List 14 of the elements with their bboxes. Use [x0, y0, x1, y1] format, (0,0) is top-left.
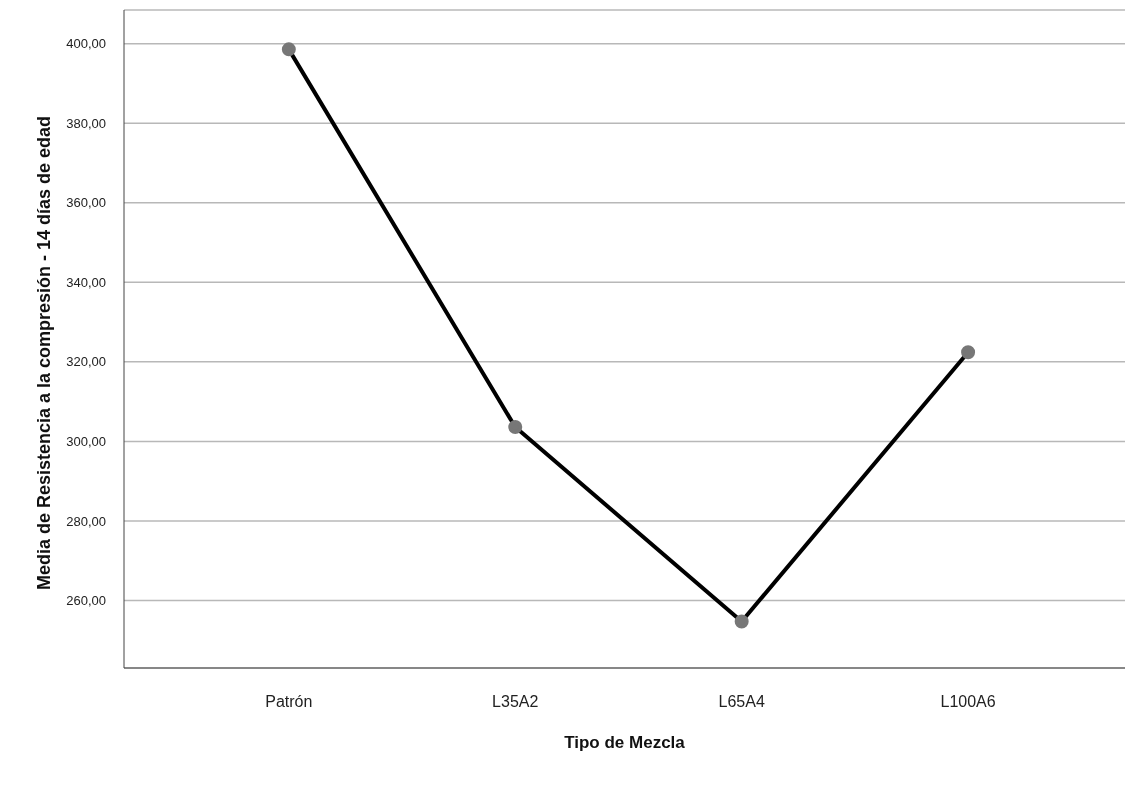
x-tick-label: L35A2 — [492, 693, 539, 711]
y-tick-label: 280,00 — [66, 513, 106, 529]
x-tick-label: Patrón — [265, 693, 313, 711]
y-axis-title: Media de Resistencia a la compresión - 14 días de edad — [33, 114, 54, 593]
y-tick-label: 300,00 — [66, 433, 106, 449]
y-tick-label: 260,00 — [66, 593, 106, 609]
x-tick-label: L65A4 — [718, 693, 765, 711]
x-axis-title: Tipo de Mezcla — [564, 733, 686, 752]
y-tick-label: 340,00 — [66, 274, 106, 290]
y-tick-label: 320,00 — [66, 354, 106, 370]
y-tick-label: 360,00 — [66, 195, 106, 211]
x-tick-label: L100A6 — [940, 693, 996, 711]
y-tick-label: 400,00 — [66, 36, 106, 52]
y-tick-label: 380,00 — [66, 115, 106, 131]
